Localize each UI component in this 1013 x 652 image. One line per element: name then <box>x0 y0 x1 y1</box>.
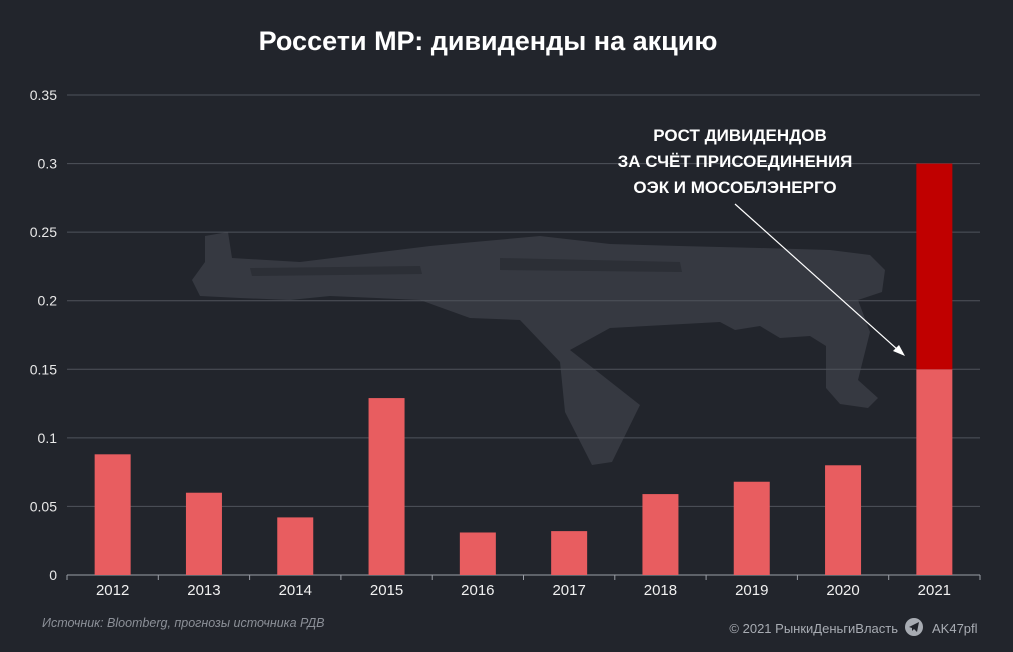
bar-2019 <box>733 481 770 575</box>
x-axis-ticks: 2012 2013 2014 2015 2016 2017 2018 2019 2020 2021 <box>66 575 981 599</box>
y-axis-ticks: 0 0.05 0.1 0.15 0.2 0.25 0.3 0.35 <box>30 87 57 583</box>
telegram-icon <box>905 618 923 636</box>
annotation-line-1: РОСТ ДИВИДЕНДОВ <box>653 126 826 145</box>
x-tick-label: 2015 <box>370 582 403 599</box>
x-tick-label: 2020 <box>826 582 859 599</box>
bar-2021-increase <box>916 163 953 370</box>
x-tick-label: 2018 <box>644 582 677 599</box>
bar-2012 <box>94 454 131 575</box>
bar-2021 <box>916 369 953 575</box>
bar-2017 <box>551 531 588 575</box>
x-tick-label: 2021 <box>918 582 951 599</box>
bars <box>94 163 953 575</box>
x-tick-label: 2013 <box>187 582 220 599</box>
y-tick-label: 0.05 <box>30 498 57 514</box>
y-tick-label: 0 <box>49 567 57 583</box>
copyright-text: © 2021 РынкиДеньгиВласть <box>729 621 898 636</box>
y-tick-label: 0.35 <box>30 87 57 103</box>
channel-name: AK47pfl <box>932 621 978 636</box>
y-tick-label: 0.25 <box>30 224 57 240</box>
bar-2018 <box>642 494 679 575</box>
y-tick-label: 0.15 <box>30 361 57 377</box>
chart-title: Россети МР: дивиденды на акцию <box>259 26 718 56</box>
y-tick-label: 0.2 <box>38 293 58 309</box>
annotation-line-2: ЗА СЧЁТ ПРИСОЕДИНЕНИЯ <box>618 152 853 171</box>
bar-2020 <box>825 465 862 575</box>
x-tick-label: 2019 <box>735 582 768 599</box>
annotation-arrow-head <box>893 345 905 356</box>
x-tick-label: 2017 <box>552 582 585 599</box>
y-tick-label: 0.1 <box>38 430 58 446</box>
x-tick-label: 2014 <box>279 582 312 599</box>
x-tick-label: 2012 <box>96 582 129 599</box>
bar-2014 <box>277 517 314 575</box>
annotation: РОСТ ДИВИДЕНДОВ ЗА СЧЁТ ПРИСОЕДИНЕНИЯ ОЭ… <box>618 126 905 356</box>
rifle-watermark <box>192 232 885 465</box>
y-tick-label: 0.3 <box>38 156 58 172</box>
annotation-line-3: ОЭК И МОСОБЛЭНЕРГО <box>633 178 836 197</box>
source-note: Источник: Bloomberg, прогнозы источника … <box>42 616 325 630</box>
x-tick-label: 2016 <box>461 582 494 599</box>
bar-2016 <box>459 532 496 575</box>
annotation-arrow-line <box>734 203 899 351</box>
bar-2013 <box>185 492 222 575</box>
bar-2015 <box>368 398 405 575</box>
